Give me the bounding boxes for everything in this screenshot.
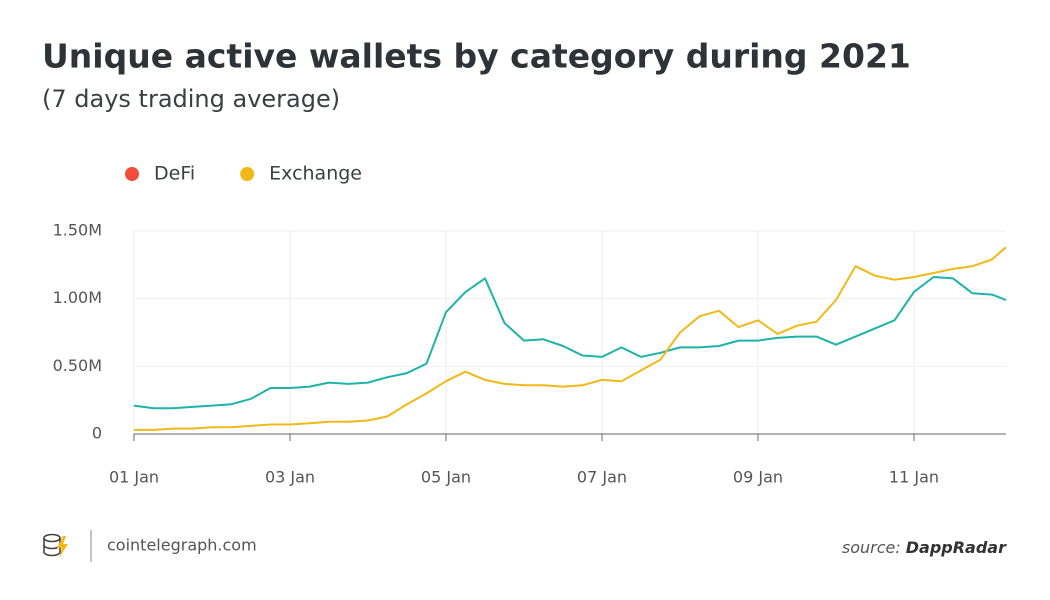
data-line: [133, 276, 1007, 410]
y-tick-label: 0: [92, 424, 102, 443]
source-label: source:: [842, 538, 901, 557]
x-tick-label: 03 Jan: [265, 468, 315, 487]
y-tick-label: 0.50M: [53, 356, 102, 375]
legend-item: Exchange: [240, 163, 362, 185]
logo: [43, 533, 68, 558]
legend-marker: [240, 167, 255, 181]
chart-subtitle: (7 days trading average): [42, 85, 340, 113]
data-line: [134, 246, 1007, 431]
source-line: source: DappRadar: [842, 538, 1007, 557]
legend-item: DeFi: [125, 163, 195, 185]
legend-marker: [125, 167, 139, 181]
x-tick-label: 11 Jan: [889, 468, 939, 487]
x-tick-label: 05 Jan: [421, 468, 471, 487]
site-label: cointelegraph.com: [107, 536, 257, 555]
legend-label: DeFi: [154, 163, 195, 185]
y-tick-label: 1.00M: [53, 288, 102, 307]
x-tick-label: 09 Jan: [733, 468, 783, 487]
x-tick-label: 01 Jan: [109, 468, 159, 487]
y-tick-label: 1.50M: [53, 221, 102, 240]
source-name: DappRadar: [906, 538, 1007, 557]
legend-label: Exchange: [269, 163, 362, 185]
chart-title: Unique active wallets by category during…: [42, 37, 911, 76]
x-tick-label: 07 Jan: [577, 468, 627, 487]
